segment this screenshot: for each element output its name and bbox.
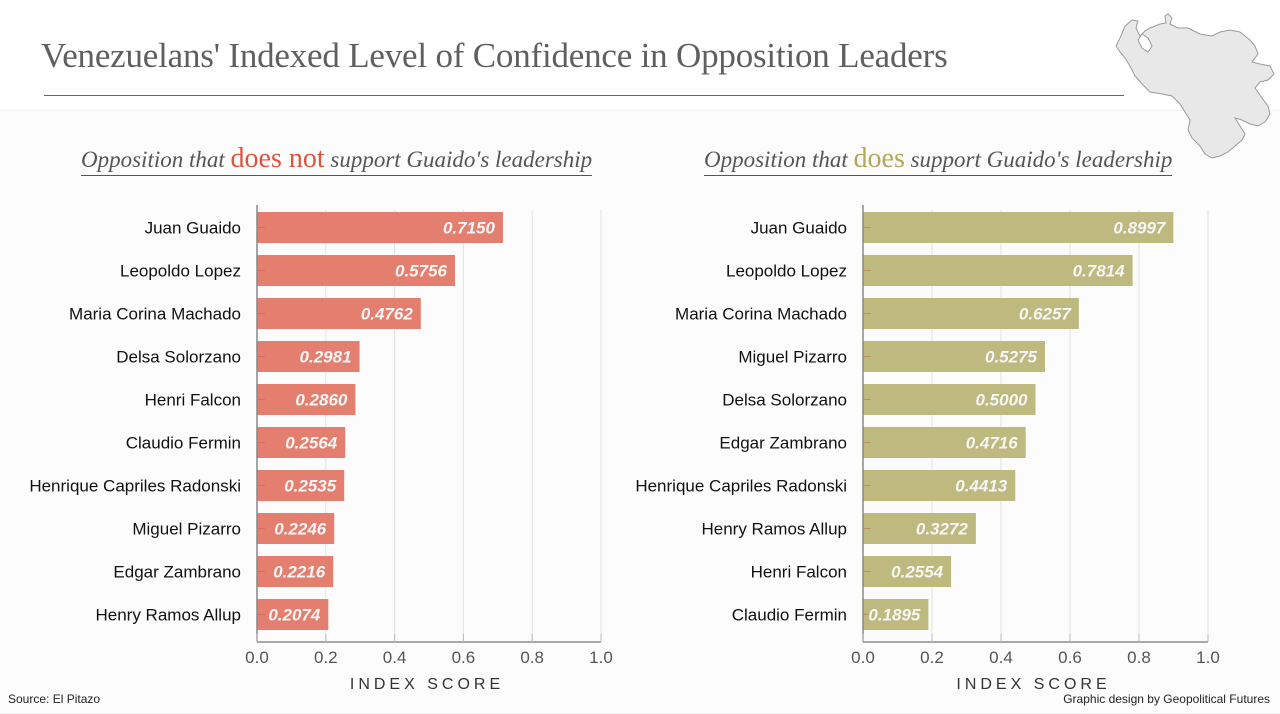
left-chart-title: Opposition that does not support Guaido'… [81, 143, 593, 176]
right-bar [863, 255, 1133, 286]
left-category-label: Maria Corina Machado [69, 305, 241, 324]
right-data-label: 0.7814 [1073, 262, 1126, 281]
left-category-label: Leopoldo Lopez [120, 262, 241, 281]
left-xtick-label: 1.0 [589, 648, 613, 667]
right-data-label: 0.1895 [868, 606, 921, 625]
right-bar-chart: 0.8997 Juan Guaido 0.7814 Leopoldo Lopez 0.6… [635, 205, 1220, 693]
right-category-label: Henrique Capriles Radonski [635, 477, 847, 496]
left-category-label: Juan Guaido [145, 219, 241, 238]
left-xtick-label: 0.0 [245, 648, 269, 667]
right-data-label: 0.8997 [1113, 219, 1167, 238]
right-xtick-label: 0.8 [1127, 648, 1151, 667]
credit-note: Graphic design by Geopolitical Futures [1063, 692, 1270, 706]
right-data-label: 0.6257 [1019, 305, 1073, 324]
venezuela-map-icon [1115, 13, 1275, 159]
left-title-emphasis: does not [230, 143, 325, 174]
left-xtick-label: 0.6 [452, 648, 476, 667]
left-bar [257, 513, 335, 544]
left-category-label: Henrique Capriles Radonski [29, 477, 241, 496]
left-data-label: 0.2074 [268, 606, 321, 625]
left-xtick-label: 0.8 [520, 648, 544, 667]
right-category-label: Leopoldo Lopez [726, 262, 847, 281]
right-category-label: Miguel Pizarro [738, 348, 847, 367]
right-category-label: Henri Falcon [751, 563, 847, 582]
right-data-label: 0.2554 [891, 563, 944, 582]
left-category-label: Claudio Fermin [126, 434, 241, 453]
left-data-label: 0.2216 [273, 563, 326, 582]
left-category-label: Edgar Zambrano [113, 563, 241, 582]
left-bar [257, 470, 345, 501]
right-category-label: Maria Corina Machado [675, 305, 847, 324]
right-category-label: Claudio Fermin [732, 606, 847, 625]
left-category-label: Henri Falcon [145, 391, 241, 410]
left-bar [257, 298, 421, 329]
title-divider [44, 95, 1124, 96]
left-bar [257, 599, 329, 630]
right-xtick-label: 0.2 [920, 648, 944, 667]
right-bar [863, 556, 952, 587]
left-bar [257, 384, 356, 415]
left-data-label: 0.2246 [274, 520, 327, 539]
right-title-emphasis: does [853, 143, 905, 174]
right-title-part-1: Opposition that [704, 147, 854, 172]
left-category-label: Miguel Pizarro [132, 520, 241, 539]
page-title: Venezuelans' Indexed Level of Confidence… [41, 36, 948, 75]
left-bar [257, 556, 334, 587]
left-x-axis-label: INDEX SCORE [350, 676, 504, 693]
left-bar [257, 212, 503, 243]
right-chart-title: Opposition that does support Guaido's le… [704, 143, 1173, 176]
right-category-label: Juan Guaido [751, 219, 847, 238]
left-bar [257, 341, 360, 372]
chart-panel [0, 110, 1280, 714]
left-data-label: 0.2981 [300, 348, 352, 367]
right-data-label: 0.4413 [955, 477, 1008, 496]
right-bar [863, 513, 976, 544]
right-bar [863, 470, 1016, 501]
left-data-label: 0.2535 [284, 477, 337, 496]
left-data-label: 0.7150 [443, 219, 496, 238]
right-category-label: Delsa Solorzano [722, 391, 847, 410]
right-xtick-label: 0.0 [851, 648, 875, 667]
right-data-label: 0.3272 [916, 520, 969, 539]
left-data-label: 0.5756 [395, 262, 448, 281]
right-data-label: 0.5275 [985, 348, 1038, 367]
left-title-part-3: support Guaido's leadership [324, 147, 593, 172]
right-xtick-label: 1.0 [1196, 648, 1220, 667]
right-xtick-label: 0.4 [989, 648, 1013, 667]
right-data-label: 0.5000 [976, 391, 1029, 410]
left-category-label: Delsa Solorzano [116, 348, 241, 367]
right-bar [863, 298, 1079, 329]
right-category-label: Edgar Zambrano [719, 434, 847, 453]
right-data-label: 0.4716 [966, 434, 1019, 453]
right-bar [863, 599, 929, 630]
left-data-label: 0.4762 [361, 305, 414, 324]
right-bar [863, 427, 1026, 458]
right-bar [863, 341, 1045, 372]
source-note: Source: El Pitazo [8, 692, 101, 706]
left-bar [257, 255, 456, 286]
left-bar [257, 427, 346, 458]
left-bar-chart: 0.7150 Juan Guaido 0.5756 Leopoldo Lopez 0.4… [29, 205, 613, 693]
right-xtick-label: 0.6 [1058, 648, 1082, 667]
left-data-label: 0.2564 [285, 434, 338, 453]
left-data-label: 0.2860 [295, 391, 348, 410]
left-xtick-label: 0.4 [383, 648, 407, 667]
right-category-label: Henry Ramos Allup [701, 520, 847, 539]
right-bar [863, 384, 1036, 415]
left-title-part-1: Opposition that [81, 147, 231, 172]
right-title-part-3: support Guaido's leadership [904, 147, 1173, 172]
right-x-axis-label: INDEX SCORE [956, 676, 1110, 693]
left-xtick-label: 0.2 [314, 648, 338, 667]
left-category-label: Henry Ramos Allup [95, 606, 241, 625]
right-bar [863, 212, 1174, 243]
